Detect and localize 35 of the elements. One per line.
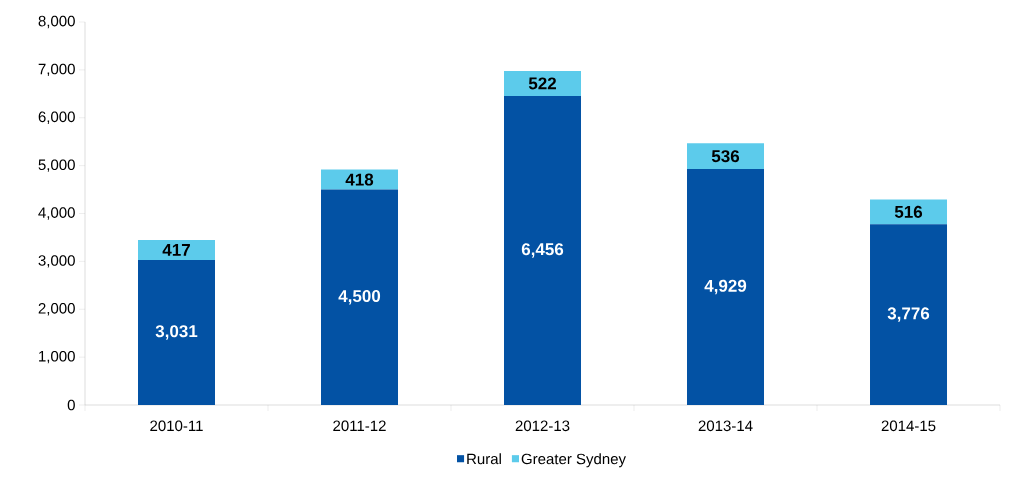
y-tick-label: 5,000 — [38, 159, 75, 172]
bar — [504, 95, 581, 405]
data-label: 3,031 — [155, 325, 198, 340]
data-label: 6,456 — [521, 243, 564, 258]
x-tick-label: 2012-13 — [515, 420, 570, 432]
x-tick-label: 2011-12 — [333, 420, 386, 432]
y-tick-label: 3,000 — [38, 255, 75, 268]
data-label: 516 — [894, 205, 923, 218]
bar — [870, 224, 948, 405]
data-label: 4,500 — [338, 290, 381, 305]
y-tick-label: 4,000 — [38, 207, 75, 220]
legend-label: Greater Sydney — [521, 453, 626, 468]
legend-label: Rural — [467, 453, 501, 465]
bar — [138, 259, 215, 405]
y-tick-label: 8,000 — [38, 15, 75, 29]
bar — [504, 70, 581, 96]
bar — [321, 189, 398, 405]
data-label: 418 — [345, 173, 374, 186]
data-label: 3,776 — [887, 307, 930, 322]
y-tick-label: 6,000 — [38, 111, 75, 124]
y-tick-label: 7,000 — [38, 63, 75, 77]
y-tick-label: 0 — [67, 399, 75, 411]
data-label: 417 — [162, 244, 190, 256]
x-tick-label: 2014-15 — [881, 420, 936, 432]
bar — [138, 239, 215, 260]
y-tick-label: 1,000 — [39, 350, 75, 364]
y-tick-label: 2,000 — [38, 303, 75, 316]
data-label: 4,929 — [704, 279, 747, 295]
bar — [687, 169, 764, 405]
x-tick-label: 2010-11 — [150, 420, 203, 432]
bar — [321, 169, 398, 190]
bar — [687, 143, 764, 170]
data-label: 522 — [528, 77, 557, 90]
x-tick-label: 2013-14 — [698, 420, 753, 432]
data-label: 536 — [711, 150, 740, 163]
